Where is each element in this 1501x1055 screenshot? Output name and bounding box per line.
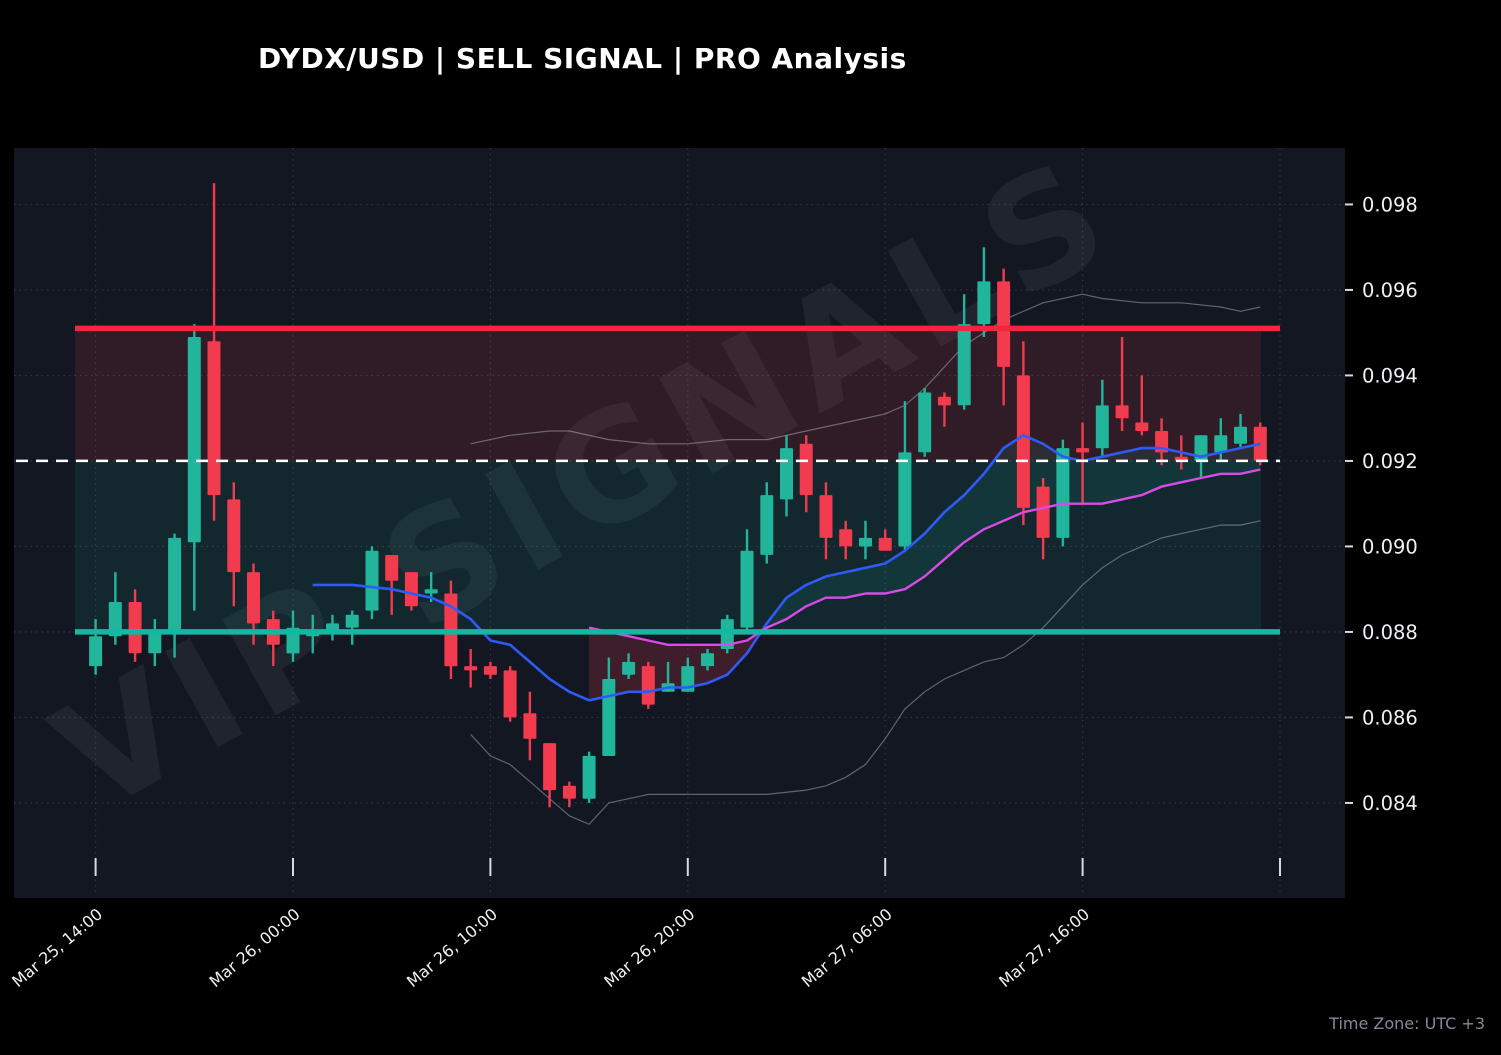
candle [701, 649, 714, 671]
band-upper-line [470, 293, 1261, 445]
candle [898, 401, 912, 551]
candle [543, 743, 557, 808]
candle [207, 183, 221, 521]
y-tick-label: 0.090 [1362, 535, 1418, 558]
candle [878, 529, 892, 551]
ma-cloud-bull [766, 435, 1261, 628]
candle [187, 324, 201, 611]
candle [365, 546, 379, 620]
candle [227, 482, 241, 607]
candle [345, 610, 359, 645]
candle [483, 661, 497, 679]
y-tick-label: 0.098 [1362, 193, 1418, 216]
x-tick-label: Mar 27, 16:00 [995, 905, 1093, 991]
candle [404, 572, 418, 611]
candle [1076, 422, 1090, 504]
candle [464, 649, 478, 688]
page-title: DYDX/USD | SELL SIGNAL | PRO Analysis [258, 42, 907, 75]
candle [523, 691, 537, 761]
y-tick-label: 0.096 [1362, 279, 1418, 302]
candle [89, 619, 103, 675]
candle [1036, 478, 1050, 560]
candle [937, 392, 951, 427]
ma-cloud-bear [589, 623, 767, 701]
x-tick-label: Mar 25, 14:00 [8, 905, 106, 991]
candle [681, 657, 695, 692]
candle [760, 482, 774, 564]
candle [740, 529, 754, 632]
y-axis: 0.084 0.086 0.088 0.090 0.092 0.094 0.096 0.098 [1345, 193, 1418, 815]
candle [622, 653, 636, 679]
zone [75, 328, 1261, 461]
y-tick-label: 0.086 [1362, 706, 1418, 729]
fast-ma-line [312, 433, 1261, 702]
candle [168, 533, 182, 658]
candle [128, 589, 142, 662]
candle [819, 482, 833, 560]
y-tick-label: 0.094 [1362, 364, 1418, 387]
x-tick-label: Mar 26, 00:00 [206, 905, 304, 991]
candle [1234, 413, 1247, 449]
candles [89, 183, 1267, 808]
y-tick-label: 0.084 [1362, 792, 1418, 815]
candle [918, 388, 932, 457]
band-lower-line [470, 520, 1261, 826]
candle [997, 268, 1011, 406]
candle [1214, 418, 1228, 461]
candle [839, 520, 853, 560]
candle [582, 751, 596, 803]
candle [562, 781, 576, 808]
x-tick-label: Mar 26, 20:00 [600, 905, 698, 991]
x-tick-label: Mar 27, 06:00 [798, 905, 896, 991]
timezone-note: Time Zone: UTC +3 [1329, 1014, 1485, 1033]
y-tick-label: 0.088 [1362, 621, 1418, 644]
candle [1095, 379, 1109, 457]
y-tick-label: 0.092 [1362, 450, 1418, 473]
candle [957, 294, 971, 410]
candle [148, 619, 162, 667]
candle [602, 657, 616, 756]
signal-zones [75, 328, 1261, 632]
candle [385, 555, 399, 615]
x-tick-label: Mar 26, 10:00 [403, 905, 501, 991]
candle [1135, 375, 1149, 436]
candle [641, 661, 655, 709]
candle [1016, 341, 1030, 526]
candle [799, 435, 813, 513]
candle [977, 247, 991, 337]
candle [1115, 337, 1129, 431]
slow-ma-line [588, 468, 1261, 646]
candle [503, 666, 517, 722]
candle [859, 520, 872, 560]
